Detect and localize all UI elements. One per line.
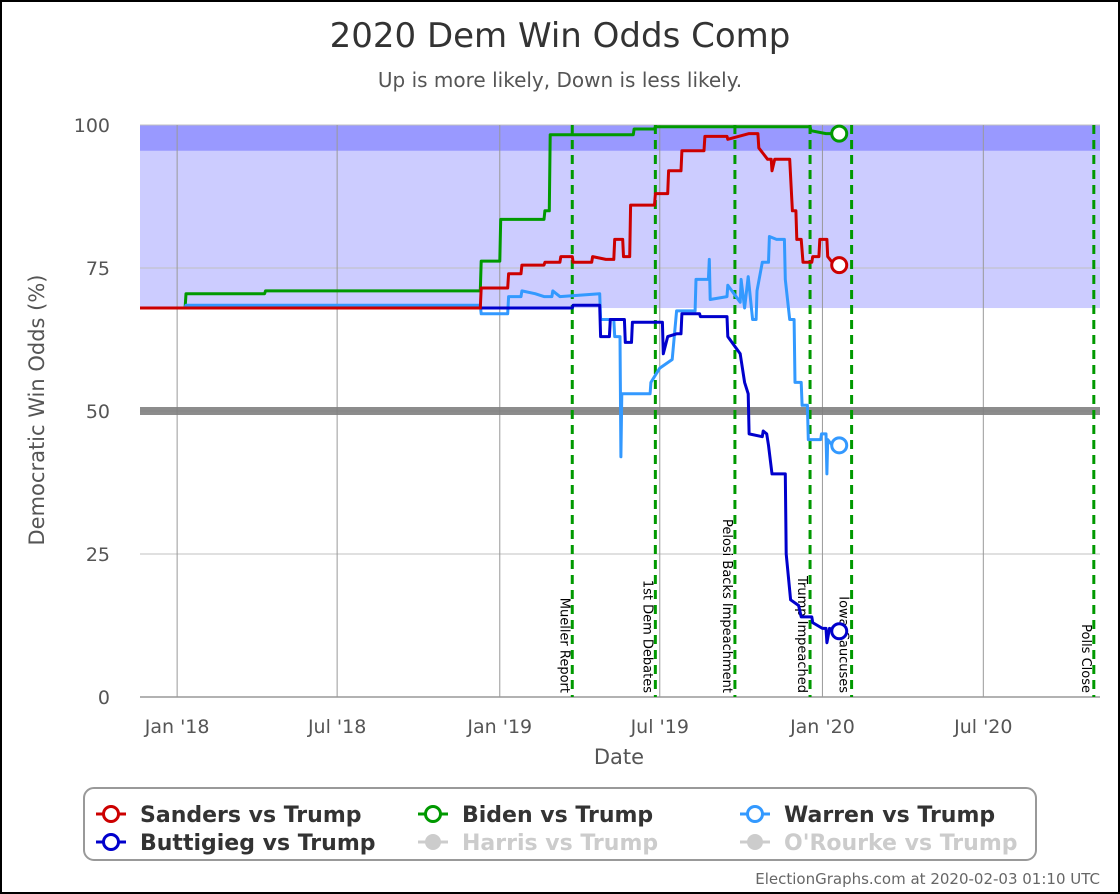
y-tick-label: 25 [86, 544, 110, 566]
band-0 [140, 125, 1100, 309]
x-tick-label: Jan '18 [144, 716, 210, 738]
x-tick-label: Jul '20 [953, 716, 1012, 738]
x-tick-label: Jul '19 [630, 716, 689, 738]
x-axis-title: Date [594, 745, 644, 769]
plot-events: Mueller Report 1st Dem Debates Pelosi Back… [556, 125, 1096, 697]
series-end-marker [830, 256, 849, 275]
chart-title: 2020 Dem Win Odds Comp [330, 16, 791, 56]
x-tick-label: Jan '19 [466, 716, 532, 738]
axis-ticks: 0 25 50 75 100 Jan '18 Jul '18 Jan '19 Jul '19 Ja… [74, 115, 1013, 738]
legend-item-label: Buttigieg vs Trump [140, 831, 376, 856]
chart-credit: ElectionGraphs.com at 2020-02-03 01:10 U… [755, 870, 1100, 888]
legend-swatch-marker [425, 834, 441, 850]
series-end-marker [830, 124, 849, 143]
legend-item-label: Sanders vs Trump [140, 803, 362, 828]
series-end-marker [830, 436, 849, 455]
legend-item-label: Biden vs Trump [462, 803, 653, 828]
series-end-marker [830, 622, 849, 641]
legend-swatch-marker [746, 805, 764, 823]
x-tick-label: Jan '20 [789, 716, 855, 738]
event-label: Iowa Caucuses [836, 596, 851, 693]
y-axis-title: Democratic Win Odds (%) [25, 274, 49, 545]
legend: Sanders vs Trump Biden vs Trump Warren vs … [83, 787, 1037, 861]
event-label: Trump Impeached [794, 575, 809, 693]
series-line [140, 132, 840, 310]
legend-swatch-marker [424, 805, 442, 823]
legend-swatch-marker [102, 805, 120, 823]
y-tick-label: 75 [86, 258, 110, 280]
plot-series [140, 125, 840, 645]
series-line [140, 235, 840, 476]
legend-swatch-marker [747, 834, 763, 850]
series-line [140, 125, 840, 310]
legend-swatch-marker [102, 833, 120, 851]
y-tick-label: 50 [86, 401, 110, 423]
y-tick-label: 0 [98, 687, 110, 709]
y-tick-label: 100 [74, 115, 110, 137]
legend-item-label: Warren vs Trump [784, 803, 995, 828]
event-label: Polls Close [1078, 624, 1093, 693]
plot-bands [140, 125, 1100, 309]
plot-markers [830, 124, 849, 641]
band-1 [140, 125, 1100, 151]
event-label: 1st Dem Debates [639, 580, 654, 693]
event-label: Mueller Report [556, 598, 571, 693]
series-line [140, 303, 840, 645]
legend-item-label: O'Rourke vs Trump [784, 831, 1018, 856]
x-tick-label: Jul '18 [307, 716, 366, 738]
legend-item-label: Harris vs Trump [462, 831, 658, 856]
chart-subtitle: Up is more likely, Down is less likely. [378, 68, 742, 92]
event-label: Pelosi Backs Impeachment [719, 519, 734, 693]
legend-box [83, 787, 1037, 861]
